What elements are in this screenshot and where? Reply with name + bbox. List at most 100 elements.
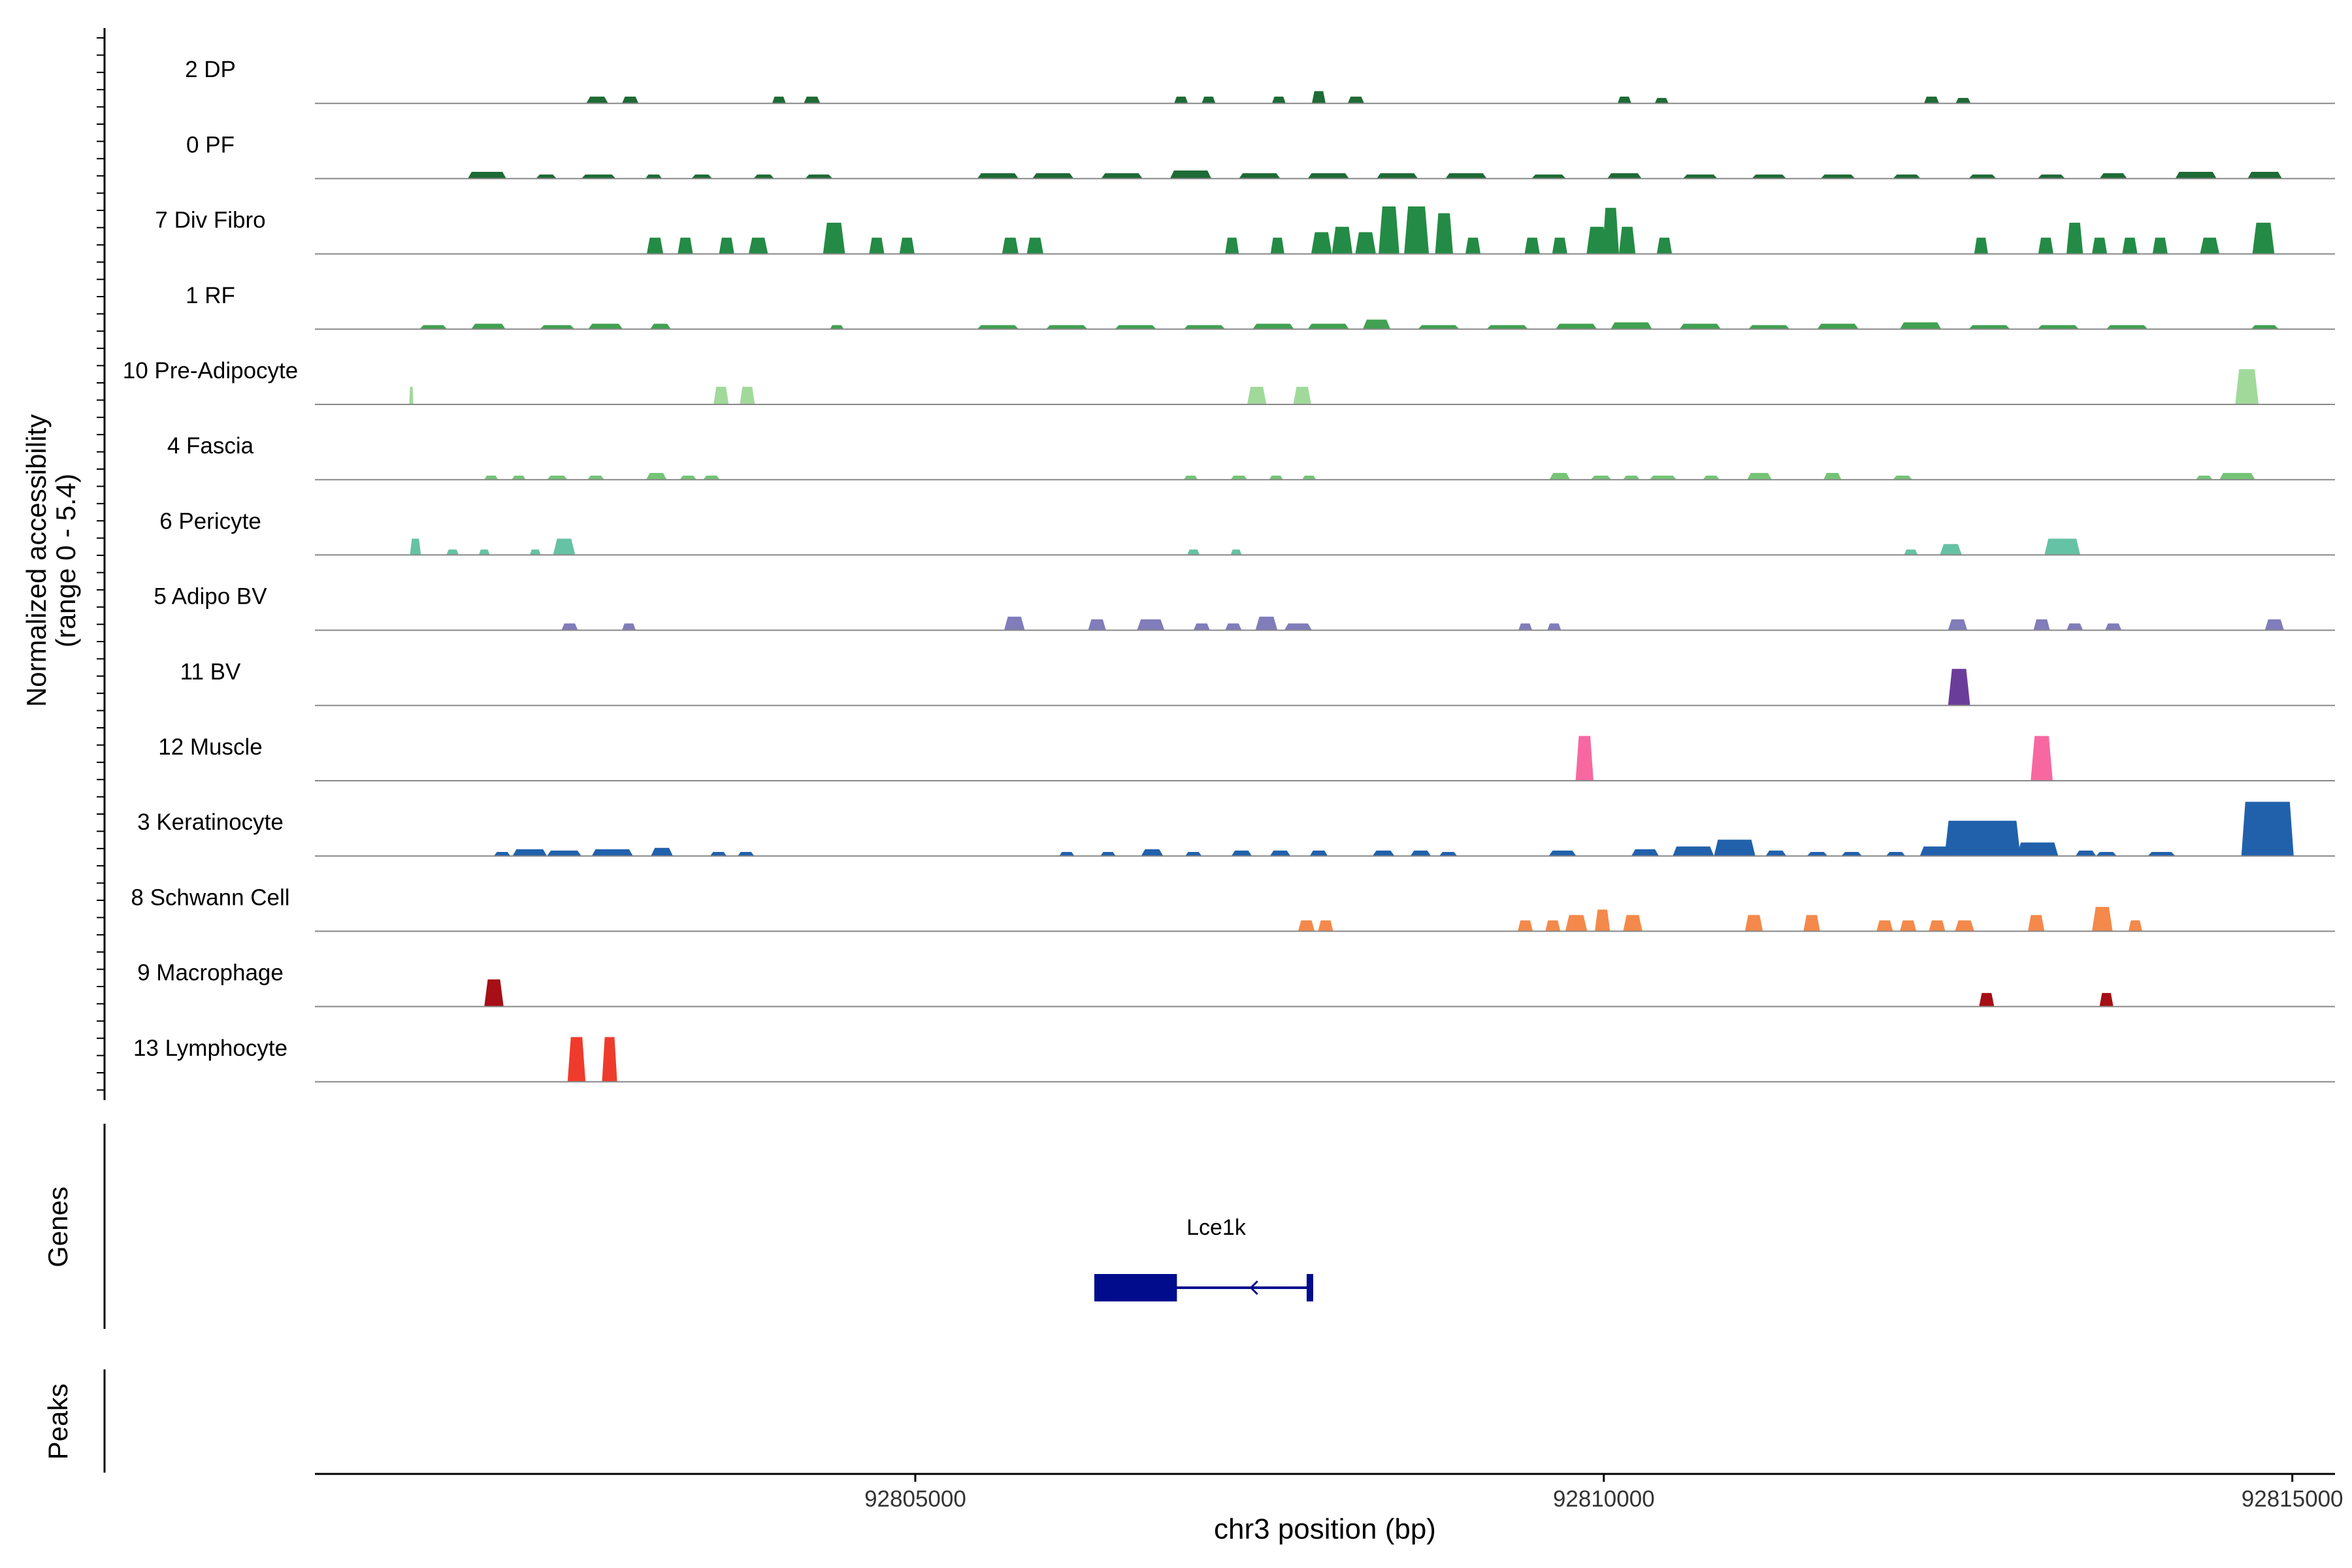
- coverage-peak: [1893, 475, 1912, 480]
- coverage-peak: [703, 475, 720, 480]
- coverage-peak: [645, 472, 667, 480]
- coverage-peak: [1748, 325, 1790, 329]
- coverage-peak: [1899, 920, 1917, 932]
- coverage-peak: [547, 475, 568, 480]
- coverage-peak: [710, 851, 727, 857]
- coverage-peak: [1307, 173, 1349, 179]
- coverage-peak: [2128, 920, 2142, 932]
- coverage-peak: [1524, 237, 1540, 254]
- track-11-bv: 11 BV: [180, 659, 2335, 706]
- coverage-peak: [1252, 323, 1294, 329]
- coverage-peak: [1948, 668, 1970, 706]
- track-3-keratinocyte: 3 Keratinocyte: [137, 802, 2335, 857]
- coverage-peak: [1979, 992, 1995, 1007]
- coverage-peak: [1673, 846, 1714, 857]
- coverage-peak: [1820, 174, 1855, 179]
- coverage-peak: [719, 237, 734, 254]
- coverage-peak: [1823, 472, 1842, 480]
- coverage-peak: [2148, 851, 2176, 857]
- coverage-peak: [1379, 206, 1399, 254]
- coverage-peak: [602, 1037, 617, 1082]
- coverage-peak: [1679, 323, 1721, 329]
- coverage-peak: [512, 475, 526, 480]
- coverage-peak: [1377, 173, 1418, 179]
- coverage-peak: [1486, 325, 1528, 329]
- coverage-peak: [1331, 227, 1353, 254]
- coverage-peak: [2038, 237, 2053, 254]
- coverage-peak: [772, 96, 786, 104]
- coverage-peak: [1955, 920, 1974, 932]
- coverage-peak: [679, 475, 696, 480]
- coverage-peak: [1552, 237, 1567, 254]
- track-7-div-fibro: 7 Div Fibro: [155, 206, 2335, 255]
- coverage-peak: [1752, 174, 1787, 179]
- coverage-peak: [646, 237, 664, 254]
- track-0-pf: 0 PF: [186, 132, 2335, 180]
- coverage-peak: [1654, 97, 1669, 104]
- coverage-peak: [2251, 325, 2279, 329]
- coverage-peak: [2017, 842, 2059, 857]
- x-tick-label: 92805000: [864, 1486, 966, 1512]
- coverage-peak: [1518, 623, 1533, 630]
- coverage-peak: [2122, 237, 2138, 254]
- coverage-peak: [1302, 475, 1316, 480]
- coverage-peak: [1618, 227, 1636, 254]
- coverage-peak: [1595, 909, 1610, 932]
- track-label: 3 Keratinocyte: [137, 809, 284, 835]
- strand-arrow-icon: [1249, 1280, 1258, 1296]
- coverage-peak: [622, 96, 639, 104]
- coverage-peak: [2044, 538, 2081, 555]
- coverage-peak: [1141, 849, 1164, 857]
- coverage-peak: [1311, 232, 1332, 254]
- y-axis-label-range: (range 0 - 5.4): [50, 474, 81, 647]
- coverage-peak: [1683, 174, 1718, 179]
- coverage-peak: [1115, 325, 1156, 329]
- coverage-peak: [529, 549, 541, 555]
- track-1-rf: 1 RF: [186, 283, 2335, 330]
- coverage-peak: [1225, 237, 1239, 254]
- coverage-peak: [471, 323, 506, 329]
- coverage-peak: [738, 851, 755, 857]
- coverage-peak: [1418, 325, 1460, 329]
- coverage-peak: [2075, 850, 2097, 857]
- coverage-peak: [1649, 475, 1677, 480]
- coverage-peak: [1631, 849, 1659, 857]
- coverage-peak: [1549, 472, 1571, 480]
- track-8-schwann-cell: 8 Schwann Cell: [131, 885, 2335, 932]
- coverage-peak: [1088, 619, 1106, 630]
- gene-track: Lce1k: [1094, 1215, 1313, 1301]
- coverage-peak: [567, 1037, 586, 1082]
- track-label: 11 BV: [180, 659, 241, 685]
- coverage-peak: [1876, 920, 1893, 932]
- coverage-peak: [1298, 920, 1315, 932]
- coverage-peak: [1435, 213, 1454, 254]
- coverage-peak: [1886, 851, 1906, 857]
- coverage-peak: [2252, 222, 2275, 254]
- coverage-peak: [977, 325, 1019, 329]
- coverage-peak: [1187, 549, 1200, 555]
- coverage-peak: [691, 174, 713, 179]
- coverage-peak: [2066, 623, 2083, 630]
- coverage-peak: [753, 174, 774, 179]
- coverage-peak: [2105, 623, 2122, 630]
- coverage-peak: [2066, 222, 2083, 254]
- coverage-peak: [547, 850, 581, 857]
- track-label: 13 Lymphocyte: [133, 1036, 287, 1061]
- coverage-peak: [1201, 96, 1216, 104]
- coverage-peak: [2235, 369, 2259, 404]
- coverage-peak: [1968, 325, 2010, 329]
- coverage-peak: [1100, 851, 1116, 857]
- coverage-peak: [1531, 174, 1566, 179]
- coverage-peak: [1439, 851, 1458, 857]
- gene-utr: [1306, 1274, 1313, 1301]
- coverage-peak: [1185, 851, 1202, 857]
- coverage-peak: [622, 623, 636, 630]
- coverage-peak: [494, 851, 511, 857]
- coverage-peak: [2096, 851, 2117, 857]
- coverage-peak: [2152, 237, 2168, 254]
- coverage-peak: [1817, 323, 1859, 329]
- track-6-pericyte: 6 Pericyte: [159, 508, 2335, 556]
- coverage-peak: [2027, 915, 2045, 932]
- coverage-peak: [561, 623, 578, 630]
- track-label: 10 Pre-Adipocyte: [123, 358, 298, 384]
